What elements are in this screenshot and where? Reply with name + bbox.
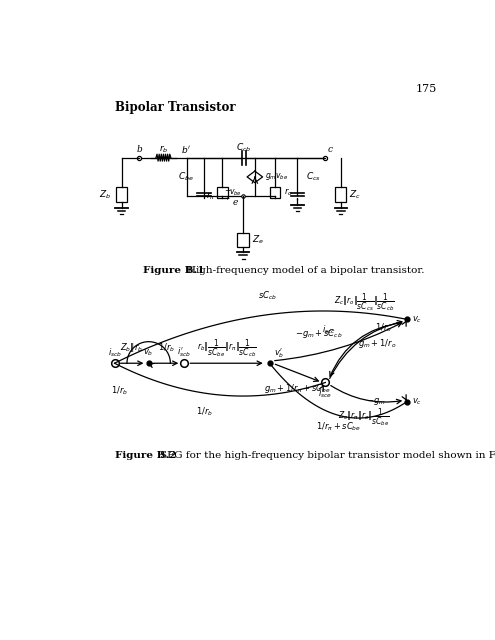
- Text: $-g_m$: $-g_m$: [366, 396, 386, 407]
- Text: $Z_c$: $Z_c$: [349, 188, 361, 201]
- Bar: [336, 187, 346, 202]
- Text: $v_b$: $v_b$: [144, 348, 154, 358]
- Text: $1/r_\pi+sC_{be}$: $1/r_\pi+sC_{be}$: [316, 421, 361, 433]
- Bar: [116, 187, 127, 202]
- Text: $1/r_b$: $1/r_b$: [111, 385, 128, 397]
- Text: $v_c$: $v_c$: [412, 397, 422, 407]
- Text: $g_m+1/r_o$: $g_m+1/r_o$: [358, 337, 396, 349]
- Text: $1/r_b$: $1/r_b$: [196, 405, 213, 418]
- Text: $g_m v_{be}$: $g_m v_{be}$: [265, 172, 288, 182]
- Text: $r_b\|\dfrac{1}{sC_{be}}\|r_\pi\|\dfrac{1}{sC_{cb}}$: $r_b\|\dfrac{1}{sC_{be}}\|r_\pi\|\dfrac{…: [197, 337, 257, 359]
- Text: $-$: $-$: [224, 184, 232, 193]
- Bar: [217, 187, 228, 198]
- Text: SFG for the high-frequency bipolar transistor model shown in Figure B.1.: SFG for the high-frequency bipolar trans…: [159, 451, 495, 460]
- Text: $v_{b}'$: $v_{b}'$: [274, 346, 285, 360]
- Text: $Z_e$: $Z_e$: [252, 234, 264, 246]
- Text: $C_{cb}$: $C_{cb}$: [236, 141, 252, 154]
- Bar: [270, 187, 281, 198]
- Text: $+$: $+$: [224, 194, 231, 202]
- Text: $Z_b$: $Z_b$: [99, 188, 111, 201]
- Text: $Z_b\|r_b$: $Z_b\|r_b$: [120, 340, 143, 353]
- Text: $i_{scb}'$: $i_{scb}'$: [177, 346, 192, 359]
- Text: High-frequency model of a bipolar transistor.: High-frequency model of a bipolar transi…: [188, 266, 425, 275]
- Text: $C_{cs}$: $C_{cs}$: [306, 171, 321, 183]
- Text: e: e: [233, 198, 238, 207]
- Text: Bipolar Transistor: Bipolar Transistor: [114, 101, 235, 114]
- Text: $i_{scc}$: $i_{scc}$: [322, 324, 336, 337]
- Text: $Z_c\|r_o\|\dfrac{1}{sC_{cs}}\|\dfrac{1}{sC_{cb}}$: $Z_c\|r_o\|\dfrac{1}{sC_{cs}}\|\dfrac{1}…: [334, 291, 395, 314]
- Text: Figure B.1: Figure B.1: [143, 266, 205, 275]
- Text: $g_m+1/r_\pi+sC_{be}$: $g_m+1/r_\pi+sC_{be}$: [264, 382, 331, 395]
- Text: $r_b$: $r_b$: [159, 143, 168, 155]
- Text: $1/r_o$: $1/r_o$: [375, 321, 392, 334]
- Text: $sC_{cb}$: $sC_{cb}$: [258, 290, 277, 303]
- Text: $i_{scb}$: $i_{scb}$: [107, 346, 122, 358]
- Text: $v_c$: $v_c$: [412, 314, 422, 324]
- Text: $1/r_b$: $1/r_b$: [158, 342, 175, 354]
- Text: $i_{sce}$: $i_{sce}$: [318, 387, 332, 399]
- Text: $r_\pi$: $r_\pi$: [206, 190, 215, 202]
- Text: $v_{be}$: $v_{be}$: [229, 188, 242, 198]
- Text: Figure B.2: Figure B.2: [114, 451, 176, 460]
- Text: $Z_e\|r_\pi\|r_o\|\dfrac{1}{sC_{be}}$: $Z_e\|r_\pi\|r_o\|\dfrac{1}{sC_{be}}$: [338, 406, 390, 428]
- Text: c: c: [328, 145, 333, 154]
- Text: $C_{be}$: $C_{be}$: [178, 171, 194, 183]
- Text: $b'$: $b'$: [181, 143, 191, 155]
- Bar: [237, 233, 249, 247]
- Text: b: b: [137, 145, 142, 154]
- Text: $r_o$: $r_o$: [284, 186, 292, 198]
- Text: 175: 175: [415, 84, 437, 94]
- Text: $-g_m+sC_{cb}$: $-g_m+sC_{cb}$: [296, 328, 343, 340]
